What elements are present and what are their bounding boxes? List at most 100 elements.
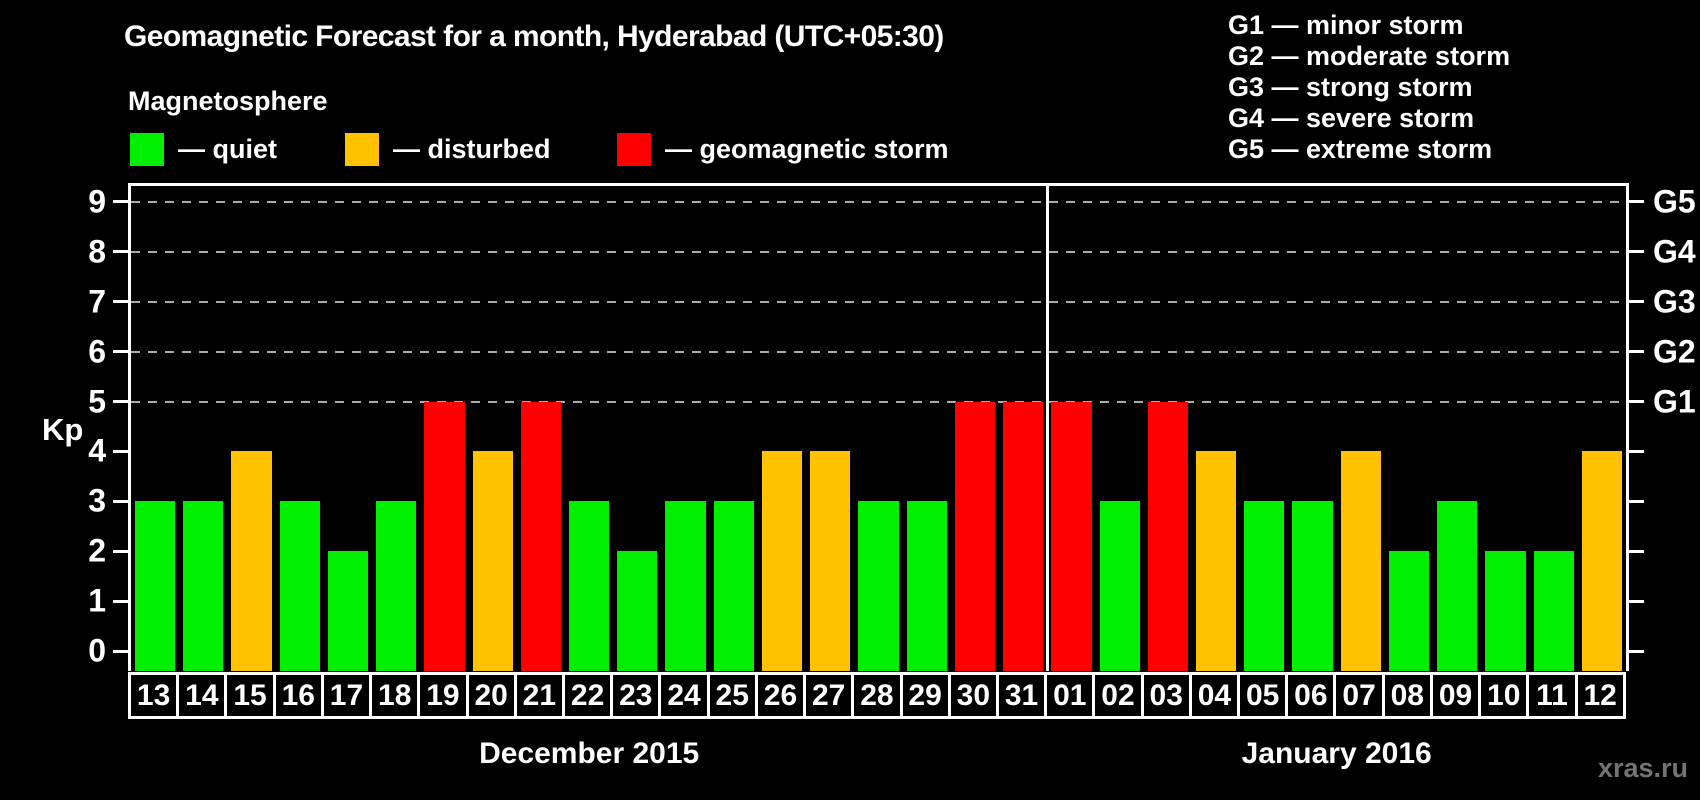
plot-area: 0 1 2 3 4 5 6 7 8 9 G1 G2 G3 G4 G5 xyxy=(88,183,1696,671)
kp-bar-day-26 xyxy=(761,451,803,671)
month-divider-line xyxy=(1045,186,1049,671)
day-label-22: 22 xyxy=(561,672,614,719)
day-label-25: 25 xyxy=(706,672,758,719)
day-label-09: 09 xyxy=(1429,672,1482,719)
kp-bar-day-12 xyxy=(1581,451,1622,671)
day-label-05: 05 xyxy=(1237,672,1289,719)
day-label-26: 26 xyxy=(754,672,807,719)
month-label: January 2016 xyxy=(1241,737,1432,770)
kp-bar-day-03 xyxy=(1147,401,1188,671)
kp-bar-day-14 xyxy=(183,501,224,671)
day-label-18: 18 xyxy=(369,672,421,719)
day-label-27: 27 xyxy=(803,672,855,719)
legend-item-label: — quiet xyxy=(178,134,277,164)
g-legend-line: G1 — minor storm xyxy=(1228,10,1464,40)
legend-item-label: — disturbed xyxy=(393,134,551,164)
kp-bar-day-20 xyxy=(472,451,513,671)
g-legend-line: G4 — severe storm xyxy=(1228,103,1475,133)
right-tick-kp6 xyxy=(1629,350,1644,354)
page-title: Geomagnetic Forecast for a month, Hydera… xyxy=(124,20,944,53)
kp-bar-day-30 xyxy=(954,401,996,671)
kp-bar-day-13 xyxy=(135,501,176,671)
kp-bar-day-31 xyxy=(1003,401,1044,671)
day-label-04: 04 xyxy=(1188,672,1241,719)
left-tick-kp9 xyxy=(113,200,128,204)
legend-item-quiet: — quiet xyxy=(130,133,277,166)
y-axis-title: Kp xyxy=(42,412,84,447)
day-label-06: 06 xyxy=(1285,672,1337,719)
g-legend-line: G5 — extreme storm xyxy=(1228,134,1493,164)
day-label-17: 17 xyxy=(320,672,373,719)
y-axis-label-6: 6 xyxy=(88,333,106,370)
day-label-10: 10 xyxy=(1478,672,1530,719)
day-label-19: 19 xyxy=(417,672,469,719)
left-tick-kp7 xyxy=(113,300,128,304)
kp-bar-day-24 xyxy=(665,501,706,671)
right-axis-label-G5: G5 xyxy=(1653,183,1696,220)
day-label-30: 30 xyxy=(947,672,999,719)
kp-bar-day-07 xyxy=(1340,451,1381,671)
gridline-kp8 xyxy=(131,250,1626,253)
right-tick-kp7 xyxy=(1629,300,1644,304)
day-label-14: 14 xyxy=(176,672,228,719)
kp-bar-day-10 xyxy=(1485,551,1526,671)
right-tick-kp2 xyxy=(1629,549,1644,553)
day-label-01: 01 xyxy=(1044,672,1096,719)
kp-bar-day-11 xyxy=(1533,551,1574,671)
magnetosphere-label: Magnetosphere xyxy=(128,86,328,116)
left-tick-kp1 xyxy=(113,599,128,603)
right-tick-kp0 xyxy=(1629,649,1644,653)
y-axis-label-7: 7 xyxy=(88,283,106,320)
y-axis-label-5: 5 xyxy=(88,383,106,419)
kp-bar-day-04 xyxy=(1195,451,1237,671)
day-label-21: 21 xyxy=(513,672,565,719)
right-axis-label-G1: G1 xyxy=(1653,383,1696,419)
left-tick-kp0 xyxy=(113,649,128,653)
right-tick-kp5 xyxy=(1629,400,1644,403)
kp-bar-day-29 xyxy=(906,501,947,671)
right-tick-kp9 xyxy=(1629,200,1644,204)
kp-bar-day-15 xyxy=(231,451,272,671)
day-label-23: 23 xyxy=(610,672,662,719)
legend-item-storm: — geomagnetic storm xyxy=(617,133,949,166)
right-axis-label-G2: G2 xyxy=(1653,333,1696,370)
kp-bar-day-05 xyxy=(1244,501,1285,671)
kp-bar-day-19 xyxy=(424,401,465,671)
gridline-kp5 xyxy=(131,400,1626,403)
y-axis-label-9: 9 xyxy=(88,183,106,220)
day-label-31: 31 xyxy=(995,672,1048,719)
kp-bar-day-06 xyxy=(1292,501,1333,671)
day-label-15: 15 xyxy=(224,672,276,719)
legend-item-disturbed: — disturbed xyxy=(345,133,551,166)
day-label-13: 13 xyxy=(128,672,180,719)
kp-bar-day-25 xyxy=(713,501,754,671)
day-label-29: 29 xyxy=(899,672,951,719)
gridline-kp9 xyxy=(131,200,1626,203)
day-label-02: 02 xyxy=(1092,672,1144,719)
y-axis-label-3: 3 xyxy=(88,482,106,519)
kp-bar-day-23 xyxy=(617,551,658,671)
y-axis-label-0: 0 xyxy=(88,632,106,669)
day-label-24: 24 xyxy=(658,672,710,719)
month-label: December 2015 xyxy=(479,737,700,770)
left-tick-kp3 xyxy=(113,499,128,503)
right-axis-label-G3: G3 xyxy=(1653,283,1696,320)
g-scale-legend: G1 — minor storm G2 — moderate storm G3 — … xyxy=(1228,10,1510,165)
kp-bar-day-27 xyxy=(810,451,851,671)
right-tick-kp3 xyxy=(1629,499,1644,503)
g-legend-line: G3 — strong storm xyxy=(1228,72,1473,102)
gridline-kp6 xyxy=(131,350,1626,353)
left-tick-kp8 xyxy=(113,250,128,254)
g-legend-line: G2 — moderate storm xyxy=(1228,41,1511,71)
day-label-16: 16 xyxy=(272,672,324,719)
watermark: xras.ru xyxy=(1597,753,1688,783)
kp-bar-day-01 xyxy=(1051,401,1092,671)
left-tick-kp4 xyxy=(113,449,128,453)
day-label-07: 07 xyxy=(1333,672,1385,719)
kp-bar-day-18 xyxy=(376,501,417,671)
legend-item-label: — geomagnetic storm xyxy=(665,134,949,164)
day-label-20: 20 xyxy=(465,672,517,719)
right-axis-label-G4: G4 xyxy=(1653,233,1696,270)
quiet-swatch-icon xyxy=(130,133,164,166)
